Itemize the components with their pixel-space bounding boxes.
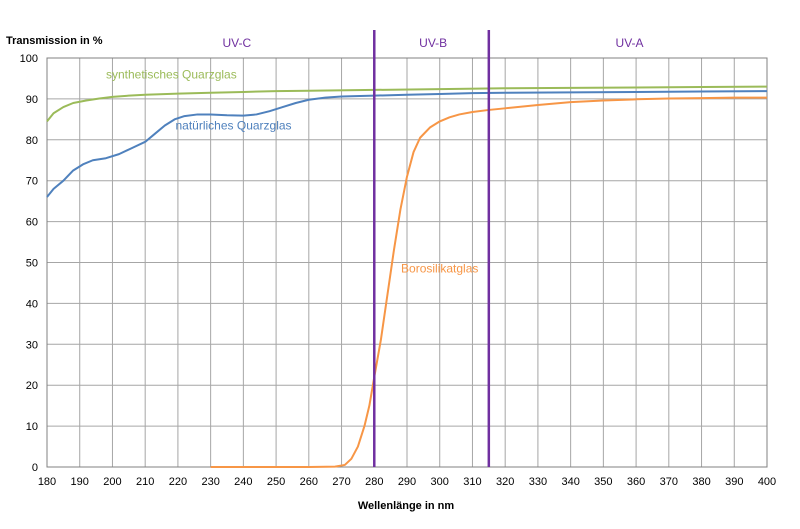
x-tick-label: 280 [365,476,383,488]
y-tick-label: 30 [26,339,38,351]
x-tick-label: 360 [627,476,645,488]
series-line [210,96,767,468]
x-tick-label: 300 [431,476,449,488]
x-tick-label: 330 [529,476,547,488]
x-tick-label: 370 [660,476,678,488]
band-boundaries [373,30,491,467]
x-axis-title: Wellenlänge in nm [358,500,455,512]
band-labels: UV-C UV-B UV-A [222,36,643,50]
y-tick-label: 70 [26,176,38,188]
x-tick-label: 260 [300,476,318,488]
x-tick-label: 220 [169,476,187,488]
y-tick-label: 20 [26,380,38,392]
y-tick-label: 40 [26,298,38,310]
series-labels: synthetisches Quarzglas natürliches Quarz… [106,67,478,275]
x-tick-label: 400 [758,476,776,488]
x-tick-label: 200 [103,476,121,488]
x-tick-label: 180 [38,476,56,488]
x-tick-label: 190 [71,476,89,488]
series-line [46,90,768,198]
series-label: natürliches Quarzglas [176,119,292,133]
y-tick-label: 50 [26,258,38,270]
x-tick-label: 210 [136,476,154,488]
y-tick-label: 0 [32,462,38,474]
x-tick-label: 320 [496,476,514,488]
x-tick-label: 380 [692,476,710,488]
series-label: Borosilikatglas [401,262,478,276]
x-tick-label: 230 [201,476,219,488]
x-tick-label: 290 [398,476,416,488]
series-label: synthetisches Quarzglas [106,67,237,81]
y-tick-label: 10 [26,421,38,433]
x-tick-label: 310 [463,476,481,488]
x-tick-label: 340 [561,476,579,488]
plot-area-frame [46,57,768,468]
band-label: UV-A [616,36,644,50]
band-label: UV-C [222,36,251,50]
y-tick-label: 60 [26,217,38,229]
x-tick-label: 350 [594,476,612,488]
y-tick-label: 100 [20,53,38,65]
series-lines [46,85,768,468]
x-tick-label: 390 [725,476,743,488]
y-axis-title: Transmission in % [6,35,103,47]
y-axis-ticks: 0 10 20 30 40 50 60 70 80 90 100 [20,53,38,474]
x-tick-label: 270 [332,476,350,488]
x-tick-label: 250 [267,476,285,488]
x-tick-label: 240 [234,476,252,488]
y-tick-label: 80 [26,135,38,147]
band-label: UV-B [419,36,447,50]
x-axis-ticks: 180 190 200 210 220 230 240 250 260 270 280 290 300 3… [38,476,776,488]
y-tick-label: 90 [26,94,38,106]
series-line [46,85,768,123]
